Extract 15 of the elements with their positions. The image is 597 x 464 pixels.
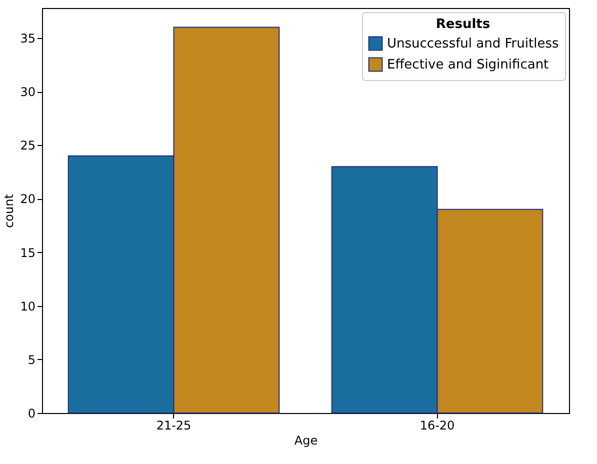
y-tick-label: 20: [20, 192, 36, 206]
legend-title: Results: [436, 17, 490, 32]
x-tick-label: 21-25: [156, 418, 192, 432]
legend-label: Effective and Siginificant: [387, 58, 549, 72]
y-tick-label: 15: [20, 246, 36, 260]
y-tick-label: 30: [20, 85, 36, 100]
legend-label: Unsuccessful and Fruitless: [387, 36, 559, 52]
y-tick-label: 0: [28, 406, 36, 420]
y-tick-label: 35: [20, 32, 36, 46]
y-tick-label: 25: [20, 138, 36, 153]
y-tick-label: 10: [20, 299, 36, 314]
x-axis-title: Age: [294, 434, 318, 448]
y-tick-label: 5: [28, 352, 36, 367]
y-axis-title: count: [2, 194, 16, 228]
x-tick-label: 16-20: [420, 418, 455, 432]
